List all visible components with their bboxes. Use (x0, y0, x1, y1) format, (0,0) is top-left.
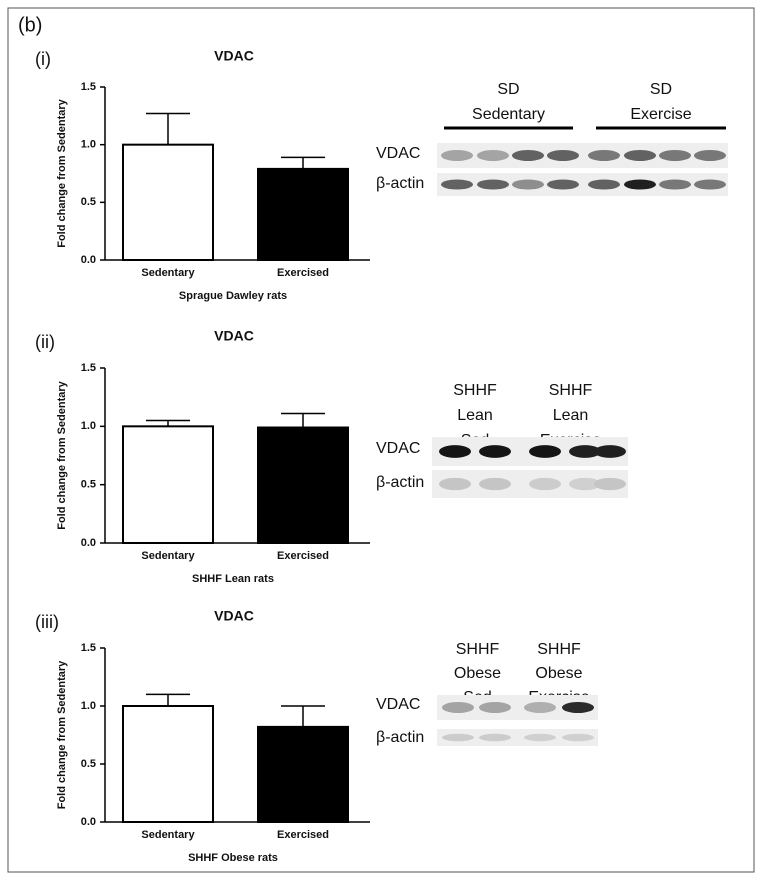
blot-group-label: Obese (454, 665, 501, 682)
figure-label: (b) (18, 14, 42, 36)
blot-group-label: Sedentary (472, 106, 545, 123)
blot-band (479, 445, 511, 458)
panel-label: (ii) (35, 332, 55, 352)
y-axis-label: Fold change from Sedentary (56, 380, 68, 529)
blot-band (529, 477, 561, 491)
y-tick-label: 0.5 (81, 758, 96, 770)
blot-band (562, 733, 594, 742)
blot-row-label: β-actin (376, 474, 424, 491)
blot-band (659, 150, 691, 161)
blot-row-label: β-actin (376, 729, 424, 746)
y-tick-label: 0.0 (81, 537, 96, 549)
blot-strip (437, 173, 728, 196)
y-tick-label: 0.5 (81, 479, 96, 491)
blot-band (569, 445, 601, 458)
bar (257, 426, 349, 544)
bar (122, 425, 214, 545)
blot-row-label: VDAC (376, 696, 420, 713)
y-tick-label: 1.5 (81, 642, 96, 654)
blot-band (524, 733, 556, 742)
y-tick-label: 0.5 (81, 196, 96, 208)
blot-band (479, 702, 511, 713)
blot-group-label: SHHF (549, 382, 593, 399)
x-tick-label: Exercised (277, 829, 329, 841)
blot-band (512, 179, 544, 190)
y-tick-label: 1.5 (81, 362, 96, 374)
bar (122, 705, 214, 823)
blot-band (594, 445, 626, 458)
blot-group-label: Lean (457, 407, 493, 424)
blot-row-label: β-actin (376, 175, 424, 192)
y-tick-label: 1.5 (81, 81, 96, 93)
x-axis-label: SHHF Lean rats (192, 573, 274, 585)
blot-strip (437, 729, 598, 746)
blot-band (439, 445, 471, 458)
x-axis-label: SHHF Obese rats (188, 852, 278, 864)
blot-band (524, 702, 556, 713)
blot-band (694, 179, 726, 190)
blot-group-label: SHHF (456, 641, 500, 658)
x-tick-label: Sedentary (141, 550, 195, 562)
frame (7, 7, 755, 873)
panel-label: (i) (35, 49, 51, 69)
blot-band (479, 733, 511, 742)
y-tick-label: 1.0 (81, 420, 96, 432)
blot-band (562, 702, 594, 713)
y-tick-label: 0.0 (81, 816, 96, 828)
blot-group-label: SD (650, 81, 672, 98)
blot-band (588, 150, 620, 161)
blot-group-label: SD (497, 81, 519, 98)
chart-title: VDAC (214, 48, 254, 64)
bar (257, 725, 349, 824)
blot-band (694, 150, 726, 161)
blot-band (479, 477, 511, 491)
x-tick-label: Sedentary (141, 267, 195, 279)
blot-band (442, 733, 474, 742)
blot-band (624, 150, 656, 161)
blot-band (477, 150, 509, 161)
blot-group-label: SHHF (453, 382, 497, 399)
blot-band (477, 179, 509, 190)
blot-band (569, 477, 601, 491)
y-tick-label: 1.0 (81, 700, 96, 712)
x-tick-label: Exercised (277, 267, 329, 279)
y-tick-label: 0.0 (81, 254, 96, 266)
blot-band (529, 445, 561, 458)
bar (122, 143, 214, 262)
panel-label: (iii) (35, 612, 59, 632)
blot-band (439, 477, 471, 491)
blot-group-label: Obese (535, 665, 582, 682)
y-axis-label: Fold change from Sedentary (56, 98, 68, 247)
blot-band (442, 702, 474, 713)
x-tick-label: Exercised (277, 550, 329, 562)
blot-group-label: Exercise (630, 106, 691, 123)
blot-band (441, 150, 473, 161)
blot-band (512, 150, 544, 161)
chart-title: VDAC (214, 328, 254, 344)
blot-group-label: Lean (553, 407, 589, 424)
blot-band (624, 179, 656, 190)
chart-title: VDAC (214, 608, 254, 624)
blot-band (547, 179, 579, 190)
blot-row-label: VDAC (376, 440, 420, 457)
bar (257, 167, 349, 262)
blot-band (547, 150, 579, 161)
x-axis-label: Sprague Dawley rats (179, 290, 287, 302)
y-axis-label: Fold change from Sedentary (56, 660, 68, 809)
blot-band (594, 477, 626, 491)
x-tick-label: Sedentary (141, 829, 195, 841)
blot-group-label: SHHF (537, 641, 581, 658)
blot-row-label: VDAC (376, 145, 420, 162)
blot-band (441, 179, 473, 190)
blot-band (659, 179, 691, 190)
blot-band (588, 179, 620, 190)
y-tick-label: 1.0 (81, 139, 96, 151)
